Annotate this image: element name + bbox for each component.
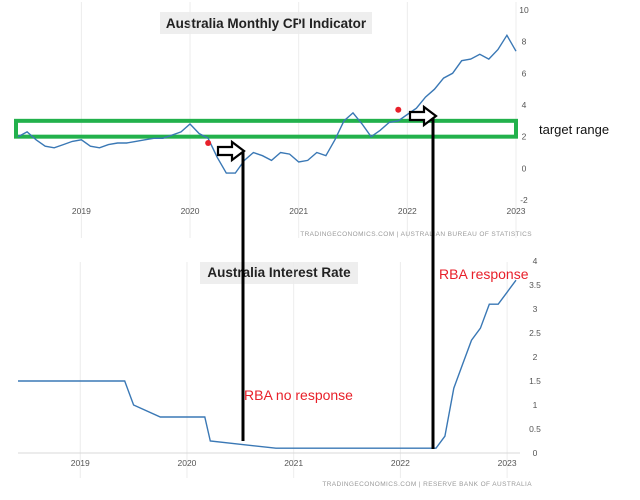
y-tick-label: 2.5 [529,328,541,338]
annotation-overlay: target range RBA no response RBA respons… [216,104,609,449]
y-tick-label: 3.5 [529,280,541,290]
red-marker [205,140,212,146]
rba-no-response-label: RBA no response [244,387,353,403]
cpi-target-range [14,118,518,139]
cpi-chart-title: Australia Monthly CPI Indicator [166,16,367,31]
x-tick-label: 2023 [507,206,526,216]
y-tick-label: 0 [533,448,538,458]
y-tick-label: 2 [522,132,527,142]
y-tick-label: 0.5 [529,424,541,434]
y-tick-label: 8 [522,37,527,47]
y-tick-label: 4 [522,100,527,110]
x-tick-label: 2021 [289,206,308,216]
cpi-markers [205,106,402,146]
rate-source: TRADINGECONOMICS.COM | RESERVE BANK OF A… [322,481,532,488]
rate-axes: 2019 2020 2021 2022 2023 0 0.5 1 1.5 2 2.5 3 3.5 4 [18,256,541,478]
y-tick-label: 1.5 [529,376,541,386]
rate-chart: Australia Interest Rate 2019 2020 2021 2022… [18,256,541,488]
x-tick-label: 2020 [181,206,200,216]
arrow-right-icon [408,104,438,128]
rate-series-line [18,279,517,449]
x-tick-label: 2019 [71,458,90,468]
y-tick-label: 3 [533,304,538,314]
rate-title-box [200,262,358,284]
y-tick-label: -2 [520,195,528,205]
y-tick-label: 10 [519,5,529,15]
rate-chart-title: Australia Interest Rate [207,265,351,280]
rba-response-label: RBA response [439,266,529,282]
target-range-band [14,118,518,139]
target-range-label: target range [539,122,609,137]
cpi-title-box [160,12,372,34]
cpi-series-line [17,33,517,174]
x-tick-label: 2019 [72,206,91,216]
y-tick-label: 4 [533,256,538,266]
arrow-right-icon [216,139,246,163]
y-tick-label: 6 [522,68,527,78]
y-tick-label: 2 [533,352,538,362]
y-tick-label: 1 [533,400,538,410]
x-tick-label: 2020 [178,458,197,468]
red-marker [395,106,402,113]
y-tick-label: 0 [522,163,527,173]
x-tick-label: 2021 [284,458,303,468]
x-tick-label: 2022 [391,458,410,468]
cpi-chart: Australia Monthly CPI Indicator 2019 2020… [14,2,532,238]
x-tick-label: 2023 [498,458,517,468]
cpi-source: TRADINGECONOMICS.COM | AUSTRALIAN BUREAU… [300,231,532,238]
x-tick-label: 2022 [398,206,417,216]
